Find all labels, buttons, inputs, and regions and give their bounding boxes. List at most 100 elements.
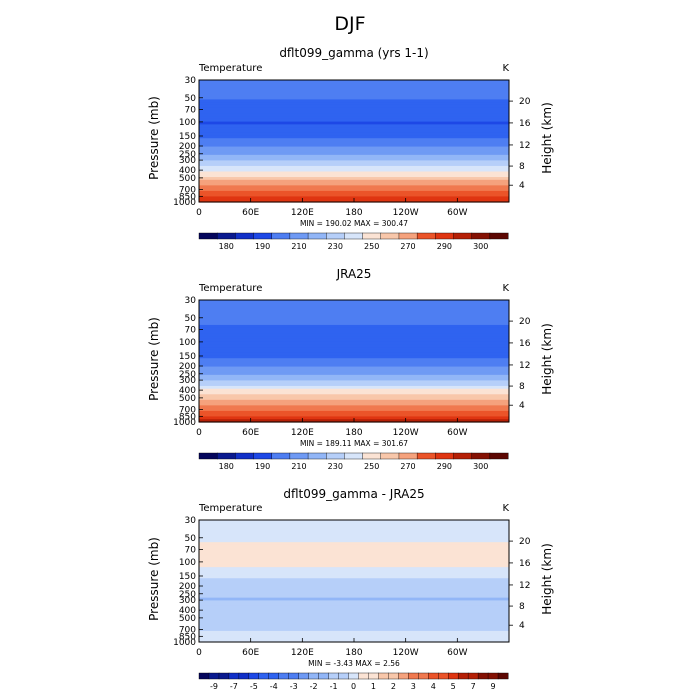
x-tick-label: 120E xyxy=(291,648,314,658)
heatmap-band xyxy=(199,374,509,379)
heatmap-band xyxy=(199,377,509,382)
colorbar-label: 210 xyxy=(291,242,306,251)
y2-tick-label: 16 xyxy=(519,559,531,569)
colorbar-swatch xyxy=(453,452,473,460)
colorbar-label: -3 xyxy=(290,682,298,691)
panel-title: dflt099_gamma - JRA25 xyxy=(283,487,424,501)
heatmap-band xyxy=(199,85,509,89)
heatmap-band xyxy=(199,190,509,195)
x-tick-label: 120W xyxy=(393,648,419,658)
colorbar-swatch xyxy=(307,452,327,460)
colorbar-swatch xyxy=(278,672,290,680)
heatmap-band xyxy=(199,302,509,307)
heatmap-band xyxy=(199,614,509,618)
heatmap-band xyxy=(199,600,509,604)
colorbar-swatch xyxy=(438,672,449,680)
colorbar-swatch xyxy=(477,672,489,680)
heatmap-band xyxy=(199,143,509,148)
y2-tick-label: 4 xyxy=(519,181,525,191)
colorbar-swatch xyxy=(457,672,469,680)
heatmap-band xyxy=(199,188,509,192)
heatmap-band xyxy=(199,333,509,337)
heatmap-band xyxy=(199,127,509,131)
colorbar-label: 7 xyxy=(471,682,476,691)
y-tick-label: 200 xyxy=(179,362,196,372)
colorbar-label: 290 xyxy=(437,462,452,471)
colorbar-swatch xyxy=(308,672,320,680)
y-axis-label: Pressure (mb) xyxy=(147,317,161,401)
heatmap-band xyxy=(199,597,509,602)
heatmap-band xyxy=(199,564,509,568)
colorbar-swatch xyxy=(248,672,260,680)
heatmap-band xyxy=(199,113,509,117)
x-tick-label: 0 xyxy=(196,208,202,218)
y-tick-label: 300 xyxy=(179,156,196,166)
colorbar-label: 190 xyxy=(255,462,270,471)
x-tick-label: 180 xyxy=(345,428,362,438)
y-tick-label: 850 xyxy=(179,632,196,642)
heatmap-band xyxy=(199,397,509,401)
y2-tick-label: 12 xyxy=(519,361,530,371)
y-tick-label: 150 xyxy=(179,132,196,142)
colorbar-label: -2 xyxy=(310,682,318,691)
colorbar-swatch xyxy=(348,672,359,680)
colorbar-swatch xyxy=(416,452,436,460)
y2-tick-label: 8 xyxy=(519,602,525,612)
y-tick-label: 150 xyxy=(179,572,196,582)
x-tick-label: 60E xyxy=(242,648,259,658)
heatmap-band xyxy=(199,132,509,137)
heatmap-band xyxy=(199,581,509,585)
colorbar-swatch xyxy=(198,452,218,460)
y-tick-label: 1000 xyxy=(173,418,196,428)
colorbar-swatch xyxy=(388,672,399,680)
y2-tick-label: 4 xyxy=(519,621,525,631)
colorbar-swatch xyxy=(408,672,419,680)
heatmap-band xyxy=(199,157,509,162)
colorbar-label: 290 xyxy=(437,242,452,251)
heatmap-band xyxy=(199,160,509,164)
heatmap-field xyxy=(199,520,509,643)
colorbar-label: 4 xyxy=(431,682,436,691)
y-tick-label: 1000 xyxy=(173,198,196,208)
heatmap-band xyxy=(199,619,509,624)
heatmap-band xyxy=(199,313,509,318)
heatmap-band xyxy=(199,327,509,332)
heatmap-band xyxy=(199,542,509,546)
heatmap-band xyxy=(199,366,509,370)
x-tick-label: 120W xyxy=(393,428,419,438)
heatmap-band xyxy=(199,617,509,621)
y-tick-label: 70 xyxy=(185,545,197,555)
heatmap-band xyxy=(199,118,509,123)
colorbar-label: 270 xyxy=(400,462,415,471)
colorbar-label: -4 xyxy=(270,682,278,691)
heatmap-band xyxy=(199,193,509,198)
y2-axis-label: Height (km) xyxy=(540,102,554,173)
heatmap-band xyxy=(199,586,509,590)
heatmap-band xyxy=(199,146,509,150)
y-tick-label: 850 xyxy=(179,192,196,202)
colorbar-swatch xyxy=(380,232,400,240)
heatmap-band xyxy=(199,322,509,326)
y-tick-label: 400 xyxy=(179,386,196,396)
colorbar-swatch xyxy=(326,232,345,240)
colorbar: 180 190 210 230 250 270 290 300 xyxy=(198,452,509,471)
colorbar-swatch xyxy=(344,232,364,240)
colorbar-label: 210 xyxy=(291,462,306,471)
y2-axis-label: Height (km) xyxy=(540,323,554,394)
heatmap-band xyxy=(199,533,509,538)
x-tick-label: 60W xyxy=(447,428,467,438)
colorbar-swatch xyxy=(497,672,509,680)
colorbar-swatch xyxy=(471,452,491,460)
heatmap-band xyxy=(199,344,509,348)
y2-tick-label: 16 xyxy=(519,119,531,129)
heatmap-band xyxy=(199,182,509,186)
heatmap-band xyxy=(199,149,509,153)
y2-tick-label: 12 xyxy=(519,581,530,591)
y-tick-label: 500 xyxy=(179,394,196,404)
heatmap-band xyxy=(199,578,509,582)
panel-1: dflt099_gamma (yrs 1-1) Temperature K Pr… xyxy=(147,46,554,251)
colorbar-swatch xyxy=(208,672,220,680)
colorbar-swatch xyxy=(268,672,280,680)
colorbar-swatch xyxy=(253,452,273,460)
